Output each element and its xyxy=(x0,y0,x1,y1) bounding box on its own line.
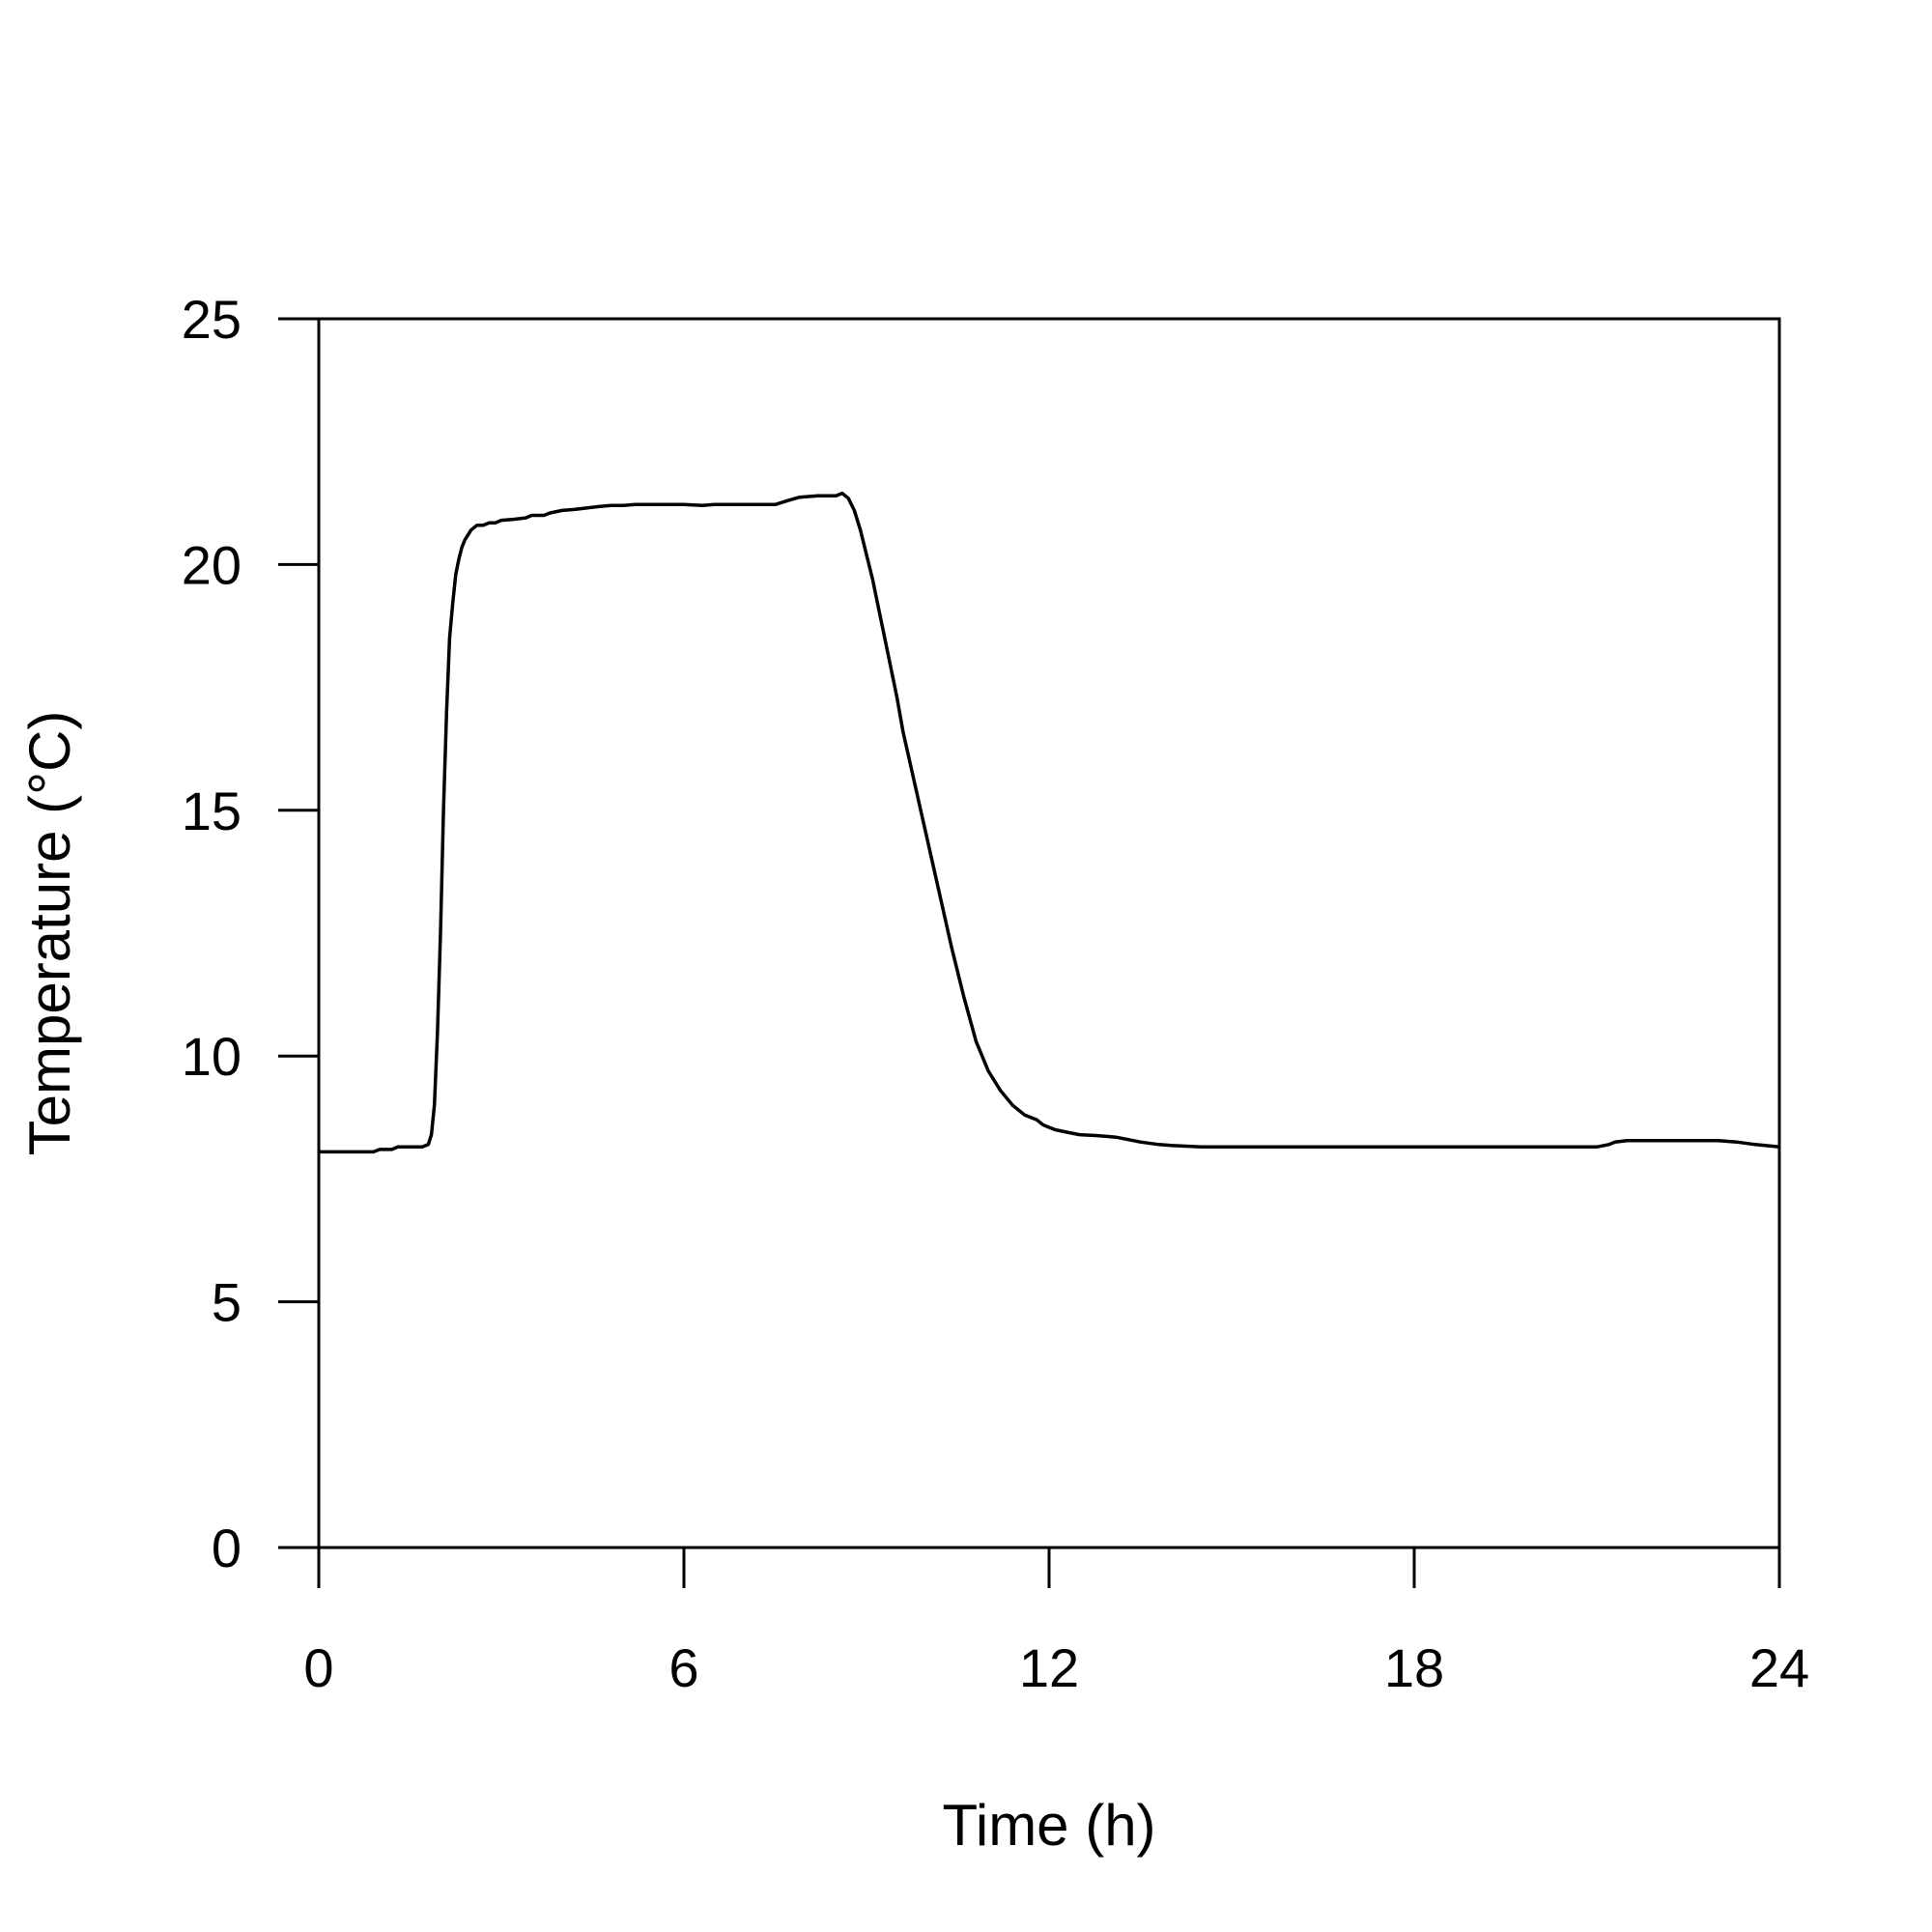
y-tick-label: 0 xyxy=(212,1518,242,1578)
x-tick-label: 18 xyxy=(1384,1637,1444,1698)
x-tick-label: 12 xyxy=(1019,1637,1079,1698)
plot-frame xyxy=(317,317,1781,1549)
y-axis: 0 5 10 15 20 25 xyxy=(182,289,319,1578)
y-tick-label: 20 xyxy=(182,534,242,595)
series-layer xyxy=(319,491,1780,1154)
x-axis: 0 6 12 18 24 xyxy=(303,1548,1809,1698)
y-tick-label: 5 xyxy=(212,1272,242,1333)
temperature-series-line xyxy=(319,491,1780,1154)
y-tick-label: 10 xyxy=(182,1026,242,1087)
y-axis-label: Temperature (°C) xyxy=(17,711,82,1156)
y-tick-label: 25 xyxy=(182,289,242,350)
x-tick-label: 24 xyxy=(1749,1637,1809,1698)
x-axis-label: Time (h) xyxy=(942,1793,1155,1858)
y-tick-label: 15 xyxy=(182,781,242,841)
x-tick-label: 6 xyxy=(668,1637,698,1698)
x-tick-label: 0 xyxy=(303,1637,333,1698)
